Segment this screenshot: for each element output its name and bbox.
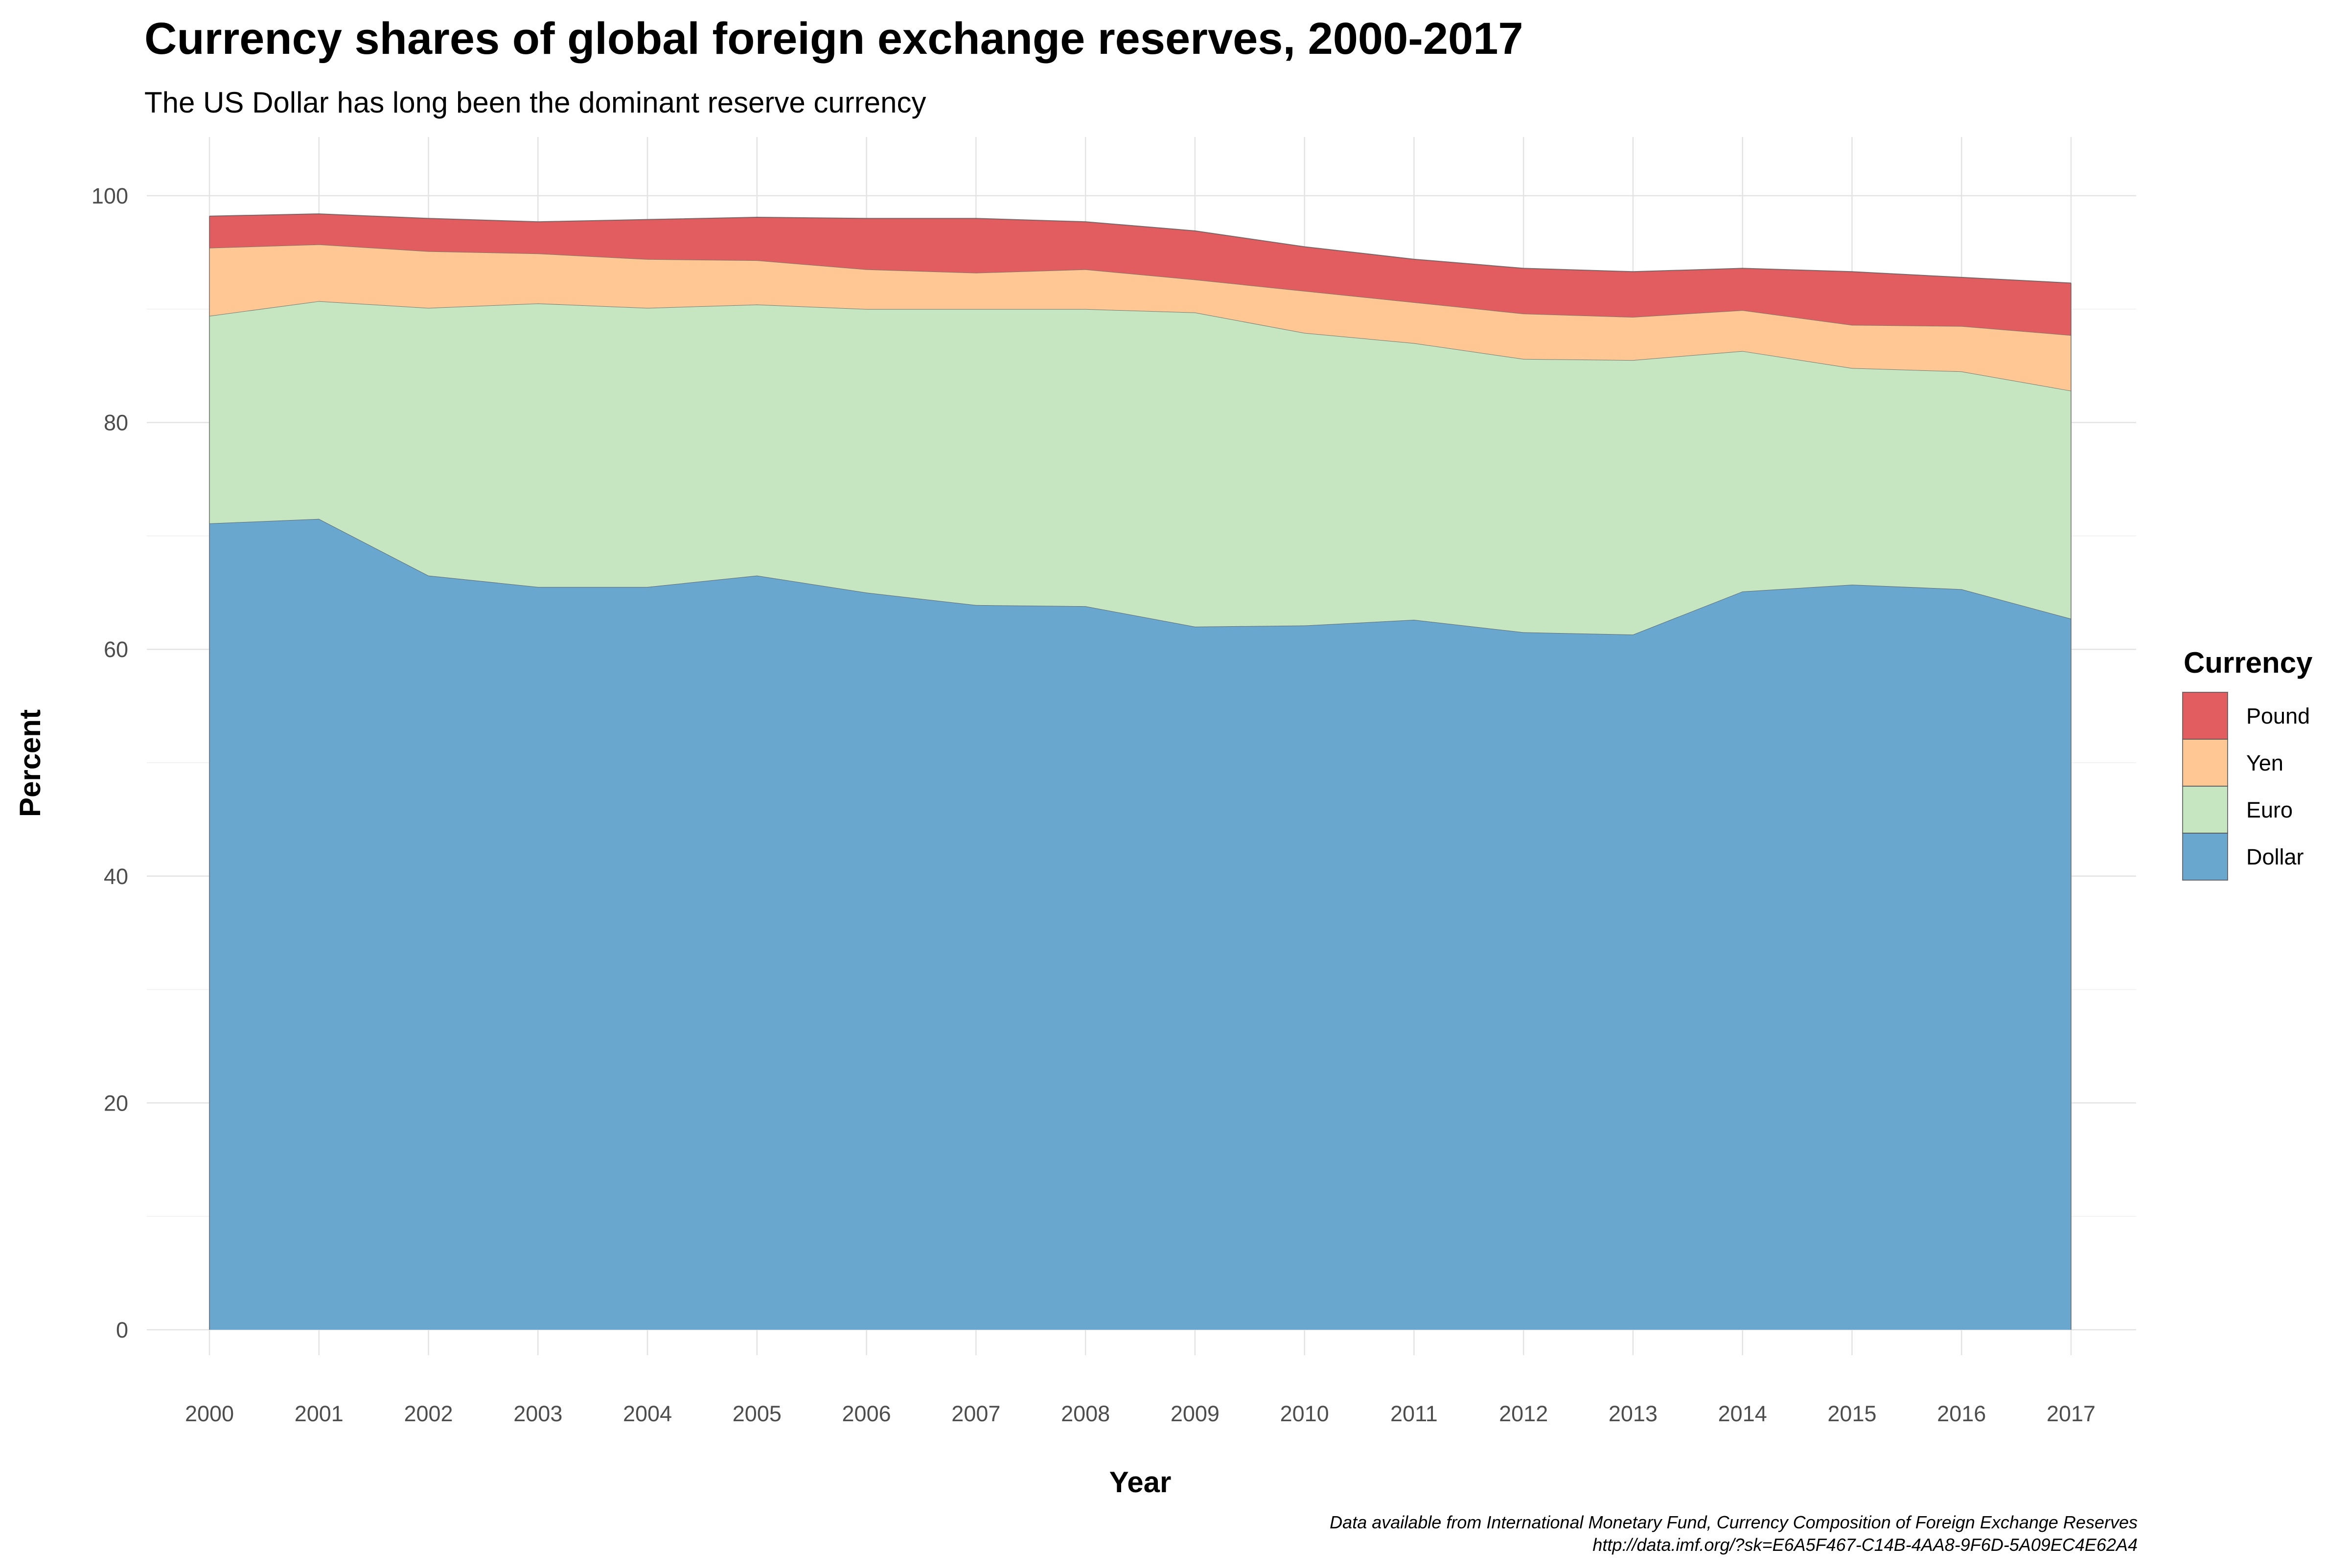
y-tick-label: 0	[116, 1318, 128, 1342]
x-tick-label: 2005	[733, 1401, 782, 1426]
y-axis-title: Percent	[14, 709, 46, 817]
x-tick-label: 2007	[951, 1401, 1000, 1426]
x-axis-ticks: 2000 2001 2002 2003 2004 2005 2006 2007 2008 2009…	[185, 1401, 2096, 1426]
legend-items: Pound Yen Euro Dollar	[2182, 692, 2310, 881]
y-tick-label: 80	[104, 410, 128, 435]
chart-title: Currency shares of global foreign exchan…	[144, 14, 1523, 64]
chart-subtitle: The US Dollar has long been the dominant…	[144, 86, 926, 119]
legend-key-pound	[2182, 692, 2228, 740]
area-dollar	[209, 519, 2071, 1330]
x-tick-label: 2013	[1609, 1401, 1658, 1426]
x-tick-label: 2004	[623, 1401, 672, 1426]
y-tick-label: 20	[104, 1091, 128, 1115]
caption-source: Data available from International Moneta…	[1330, 1512, 2138, 1532]
area-euro	[209, 301, 2071, 635]
legend-key-dollar	[2182, 833, 2228, 881]
y-tick-label: 60	[104, 637, 128, 662]
x-tick-label: 2010	[1280, 1401, 1329, 1426]
area-pound	[209, 214, 2071, 336]
legend-key-yen	[2182, 739, 2228, 787]
legend-label-euro: Euro	[2246, 797, 2293, 822]
legend-key-euro	[2182, 786, 2228, 834]
y-tick-label: 100	[92, 183, 128, 208]
x-tick-label: 2009	[1171, 1401, 1220, 1426]
area-yen	[209, 244, 2071, 391]
y-axis-ticks: 0 20 40 60 80 100	[92, 183, 128, 1342]
x-tick-label: 2008	[1061, 1401, 1110, 1426]
y-tick-label: 40	[104, 864, 128, 889]
x-tick-label: 2016	[1937, 1401, 1986, 1426]
caption-url: http://data.imf.org/?sk=E6A5F467-C14B-4A…	[1592, 1535, 2138, 1555]
x-axis-title: Year	[1109, 1466, 1172, 1499]
x-tick-label: 2000	[185, 1401, 234, 1426]
x-tick-label: 2012	[1499, 1401, 1548, 1426]
legend: Currency Pound Yen Euro Dollar	[2182, 646, 2313, 881]
x-tick-label: 2015	[1827, 1401, 1876, 1426]
x-tick-label: 2001	[295, 1401, 344, 1426]
legend-title: Currency	[2184, 646, 2313, 679]
area-layer	[209, 213, 2072, 1330]
x-tick-label: 2011	[1390, 1401, 1438, 1426]
legend-label-pound: Pound	[2246, 704, 2310, 728]
legend-label-dollar: Dollar	[2246, 844, 2304, 869]
x-tick-label: 2017	[2047, 1401, 2096, 1426]
x-tick-label: 2014	[1718, 1401, 1767, 1426]
x-tick-label: 2002	[404, 1401, 453, 1426]
x-tick-label: 2006	[842, 1401, 891, 1426]
area-edge-pound	[209, 213, 2072, 284]
legend-label-yen: Yen	[2246, 750, 2283, 775]
x-tick-label: 2003	[513, 1401, 562, 1426]
